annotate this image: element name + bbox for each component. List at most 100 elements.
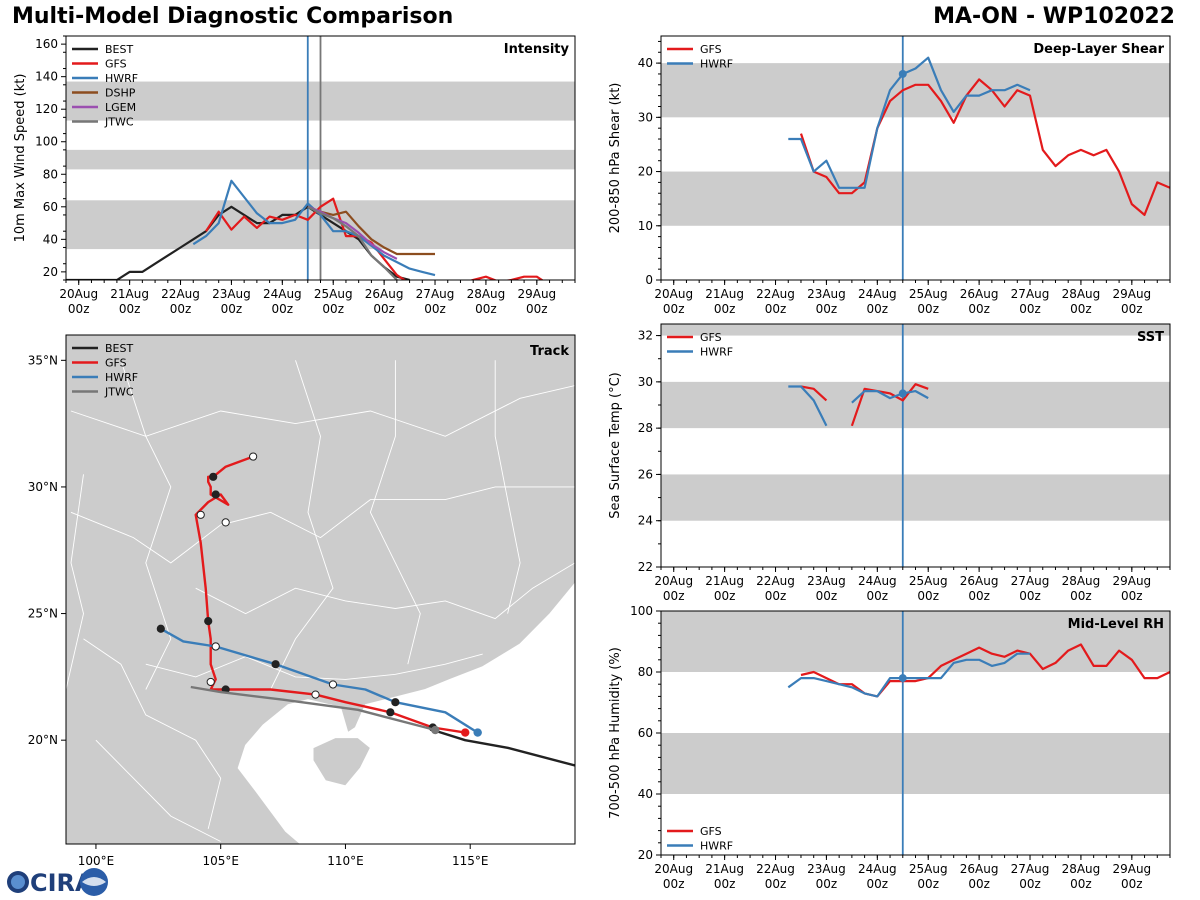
rh-marker-hwrf: [898, 674, 907, 683]
shear-series-group: [788, 56, 1170, 216]
track-start-gfs: [461, 728, 470, 737]
sst-band: [661, 381, 1170, 429]
intensity-series-dshp: [307, 205, 435, 256]
intensity-xtick-label-hour: 00z: [119, 302, 141, 316]
shear-xtick-label: 29Aug: [1112, 287, 1151, 301]
shear-marker-hwrf: [898, 69, 907, 78]
rh-xtick-label-hour: 00z: [816, 877, 838, 891]
intensity-xtick-label: 28Aug: [467, 287, 506, 301]
intensity-series-lgem: [307, 205, 398, 260]
rh-xtick-label: 26Aug: [960, 862, 999, 876]
intensity-series-jtwc: [307, 205, 398, 280]
map-border: [70, 385, 575, 437]
track-xtick-label: 100°E: [78, 854, 115, 868]
sst-xtick-label-hour: 00z: [765, 589, 787, 603]
rh-xtick-label-hour: 00z: [1121, 877, 1143, 891]
sst-ytick-label: 28: [638, 421, 653, 435]
intensity-legend-label-gfs: GFS: [105, 58, 127, 71]
track-point-hwrf: [391, 698, 400, 707]
cira-logo: CIRA: [7, 868, 108, 897]
shear-xtick-label-hour: 00z: [867, 302, 889, 316]
track-start-jtwc: [431, 725, 440, 735]
intensity-xtick-label: 20Aug: [59, 287, 98, 301]
track-point-hwrf: [156, 624, 165, 633]
rh-xtick-label: 23Aug: [807, 862, 846, 876]
rh-xtick-label-hour: 00z: [1019, 877, 1041, 891]
track-point-gfs: [196, 510, 205, 519]
figure-title: Multi-Model Diagnostic Comparison: [12, 4, 454, 29]
map-border: [145, 653, 483, 680]
sst-xtick-label-hour: 00z: [968, 589, 990, 603]
rh-xtick-label-hour: 00z: [1070, 877, 1092, 891]
track-ytick-label: 30°N: [28, 480, 58, 494]
rh-ytick-label: 40: [638, 787, 653, 801]
shear-xtick-label-hour: 00z: [765, 302, 787, 316]
intensity-ytick-label: 40: [43, 232, 58, 246]
sst-series-hwrf: [851, 390, 929, 404]
track-point-gfs: [209, 472, 218, 481]
rh-xtick-label: 20Aug: [654, 862, 693, 876]
sst-title: SST: [1137, 330, 1164, 345]
map-border: [120, 360, 172, 690]
rh-ytick-label: 100: [630, 604, 653, 618]
map-border: [83, 638, 222, 829]
rh-xtick-label: 25Aug: [909, 862, 948, 876]
track-xtick-label: 115°E: [452, 854, 489, 868]
sst-xtick-label: 27Aug: [1011, 574, 1050, 588]
rh-xtick-label-hour: 00z: [714, 877, 736, 891]
rh-legend-label-gfs: GFS: [700, 825, 722, 838]
sst-band: [661, 474, 1170, 521]
intensity-xtick-label-hour: 00z: [68, 302, 90, 316]
sst-xtick-label: 24Aug: [858, 574, 897, 588]
track-legend-label-best: BEST: [105, 342, 133, 355]
track-point-hwrf: [211, 642, 220, 651]
map-border: [369, 360, 421, 665]
sst-xtick-label-hour: 00z: [867, 589, 889, 603]
rh-ytick-label: 20: [638, 848, 653, 862]
rh-panel: 2040608010020Aug00z21Aug00z22Aug00z23Aug…: [608, 604, 1171, 891]
intensity-xtick-label: 27Aug: [416, 287, 455, 301]
track-point-gfs: [221, 518, 230, 527]
sst-xtick-label: 20Aug: [654, 574, 693, 588]
track-point-gfs: [206, 677, 215, 687]
rh-xtick-label: 29Aug: [1112, 862, 1151, 876]
shear-xtick-label: 23Aug: [807, 287, 846, 301]
rh-xtick-label: 22Aug: [756, 862, 795, 876]
track-frame: [65, 334, 576, 845]
track-legend-label-gfs: GFS: [105, 357, 127, 370]
intensity-xtick-label-hour: 00z: [526, 302, 548, 316]
sst-xtick-label: 26Aug: [960, 574, 999, 588]
intensity-xtick-label-hour: 00z: [170, 302, 192, 316]
rh-band: [661, 733, 1170, 794]
track-line-jtwc: [190, 685, 436, 732]
track-start-hwrf: [473, 728, 482, 737]
shear-xtick-label-hour: 00z: [917, 302, 939, 316]
track-ytick-label: 20°N: [28, 733, 58, 747]
track-legend-label-hwrf: HWRF: [105, 371, 138, 384]
intensity-xtick-label: 25Aug: [314, 287, 353, 301]
shear-ytick-label: 40: [638, 56, 653, 70]
shear-xtick-label: 22Aug: [756, 287, 795, 301]
rh-ytick-label: 60: [638, 726, 653, 740]
track-point-gfs: [386, 708, 395, 717]
shear-xtick-label: 26Aug: [960, 287, 999, 301]
sst-xtick-label: 22Aug: [756, 574, 795, 588]
sst-marker-hwrf: [898, 389, 907, 398]
track-legend-label-jtwc: JTWC: [104, 386, 134, 399]
shear-xtick-label: 21Aug: [705, 287, 744, 301]
shear-xtick-label: 27Aug: [1011, 287, 1050, 301]
intensity-xtick-label-hour: 00z: [221, 302, 243, 316]
sst-band: [661, 324, 1170, 336]
track-point-gfs: [249, 452, 258, 461]
track-map-group: [66, 335, 575, 844]
shear-ytick-label: 10: [638, 219, 653, 233]
map-border: [195, 562, 575, 620]
intensity-ytick-label: 140: [35, 70, 58, 84]
intensity-ytick-label: 120: [35, 102, 58, 116]
intensity-ytick-label: 20: [43, 265, 58, 279]
sst-ytick-label: 22: [638, 560, 653, 574]
sst-xtick-label-hour: 00z: [663, 589, 685, 603]
sst-series-gfs: [800, 385, 828, 402]
shear-band: [661, 63, 1170, 118]
